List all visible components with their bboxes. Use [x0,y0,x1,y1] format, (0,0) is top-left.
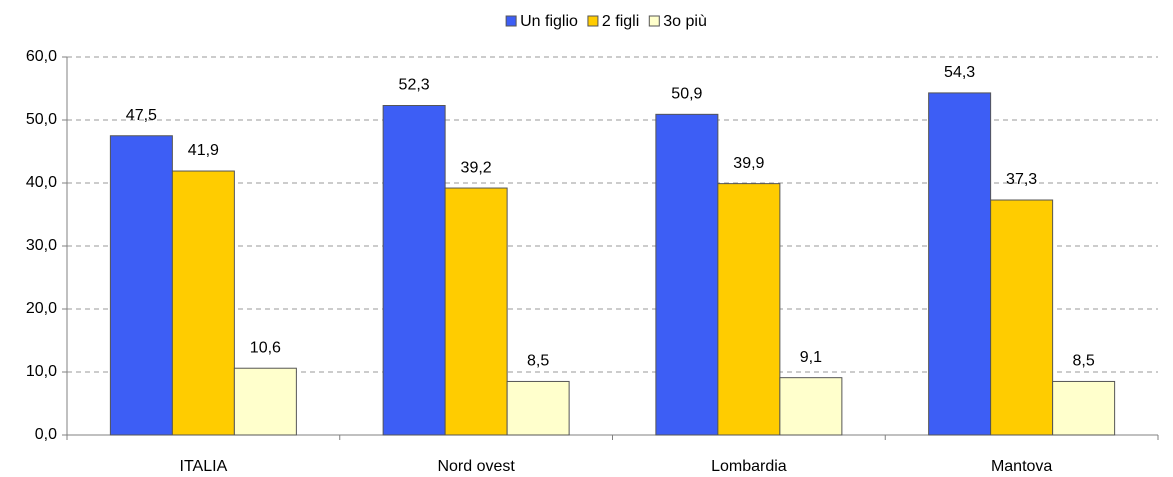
data-label: 9,1 [800,349,822,366]
legend-label: 2 figli [602,13,639,30]
data-label: 47,5 [126,107,157,124]
x-tick-label: Lombardia [711,458,787,475]
y-tick-label: 0,0 [35,426,57,443]
x-tick-label: ITALIA [180,458,228,475]
data-label: 39,9 [733,155,764,172]
y-tick-label: 60,0 [26,48,57,65]
data-label: 50,9 [671,86,702,103]
bar [109,135,173,436]
x-tick-label: Mantova [991,458,1052,475]
bar [233,367,297,436]
bar [990,199,1054,436]
y-tick-label: 20,0 [26,300,57,317]
bar [1052,380,1116,436]
data-label: 10,6 [250,339,281,356]
x-tick-label: Nord ovest [437,458,515,475]
y-tick-label: 50,0 [26,111,57,128]
bar [171,170,235,436]
data-label: 41,9 [188,142,219,159]
bar [655,113,719,436]
data-label: 54,3 [944,64,975,81]
data-label: 8,5 [527,353,549,370]
data-label: 39,2 [461,159,492,176]
bar [928,92,992,436]
bar [444,187,508,436]
data-label: 52,3 [399,77,430,94]
legend-label: 3o più [663,13,707,30]
y-tick-label: 30,0 [26,237,57,254]
y-tick-label: 10,0 [26,363,57,380]
legend-swatch [587,15,599,27]
data-label: 37,3 [1006,171,1037,188]
bar [382,105,446,436]
bar [506,380,570,436]
bar [717,183,781,436]
legend-swatch [648,15,660,27]
bar [779,377,843,436]
legend-swatch [505,15,517,27]
legend-label: Un figlio [520,13,578,30]
data-label: 8,5 [1073,353,1095,370]
y-tick-label: 40,0 [26,174,57,191]
